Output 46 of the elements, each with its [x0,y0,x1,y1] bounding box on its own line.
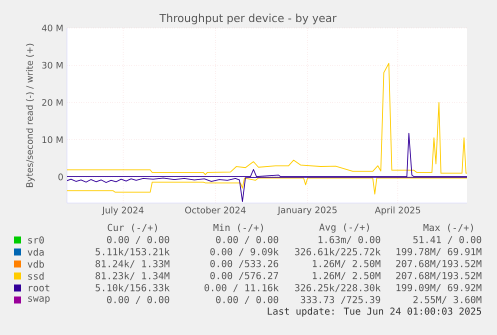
text: 207.68M/193.52M [396,272,482,280]
text: 333.73 /725.39 [300,296,380,304]
y-tick-label: 0 [58,174,63,180]
x-tick-label: April 2025 [374,206,420,216]
legend-label: sr0 [28,236,44,244]
text: 81.23k/ 1.34M [96,272,170,280]
chart-title: Throughput per device - by year [159,14,337,24]
text: Last update: Tue Jun 24 01:00:03 2025 [268,307,482,317]
text: 326.25k/228.30k [295,284,381,292]
text: 199.78M/ 69.91M [396,248,482,256]
text: 5.11k/153.21k [96,248,170,256]
text: 0.00 / 0.00 [107,296,170,304]
text: 326.61k/225.72k [295,248,381,256]
text: 0.00 / 9.09k [210,248,279,256]
x-tick-label: October 2024 [185,206,246,214]
legend-label: ssd [28,272,44,280]
text: 199.09M/ 69.92M [396,284,482,292]
text: 0.00 / 11.16k [204,284,279,292]
text: Cur (-/+) [108,224,157,232]
text: 0.00 / 0.00 [216,236,278,244]
text: 1.26M/ 2.50M [312,272,380,280]
x-tick-label: July 2024 [102,206,144,216]
legend-label: swap [28,296,50,304]
text: 0.00 /533.26 [210,260,278,268]
y-axis-title: Bytes/second read (-) / write (+) [26,44,35,188]
text: 0.00 / 0.00 [216,296,278,304]
text: Avg (-/+) [319,223,369,233]
text: 5.10k/156.33k [96,284,170,292]
text: Min (-/+) [214,224,263,232]
x-tick-label: January 2025 [277,206,337,216]
legend-label: root [28,284,50,292]
y-tick-label: 10 M [42,136,63,144]
text: 51.41 / 0.00 [413,236,482,244]
y-tick-label: 30 M [42,62,63,69]
text: 1.63m/ 0.00 [318,236,380,244]
text: 81.24k/ 1.33M [96,260,170,268]
y-tick-label: 40 M [42,24,63,32]
text: 0.00 / 0.00 [107,236,170,244]
text: 1.26M/ 2.50M [312,260,380,268]
text: Max (-/+) [424,224,473,232]
legend-label: vda [28,248,44,256]
y-tick-label: 20 M [42,99,63,106]
text: 2.55M/ 3.60M [413,296,482,304]
text: 207.68M/193.52M [396,260,482,268]
legend-label: vdb [28,260,44,268]
text: 0.00 /576.27 [210,272,278,280]
